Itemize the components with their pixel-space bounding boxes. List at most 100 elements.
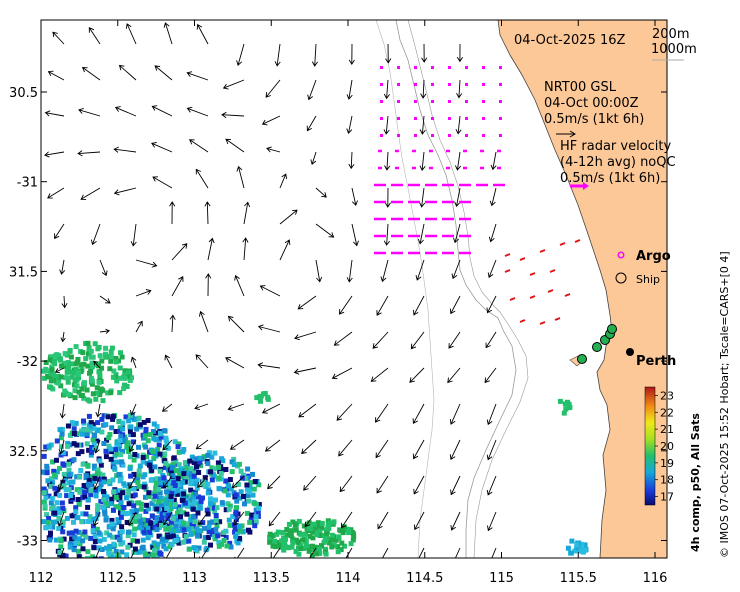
sst-pixel [125, 544, 131, 550]
float-markers [577, 324, 617, 364]
sst-pixel [84, 441, 90, 447]
sst-pixel [146, 490, 152, 496]
sst-pixel [226, 483, 231, 489]
sst-pixel [75, 451, 81, 457]
sst-pixel [223, 507, 229, 513]
current-arrow [279, 239, 291, 261]
sst-pixel [237, 495, 243, 501]
sst-pixel [165, 445, 171, 451]
sst-pixel [216, 543, 222, 549]
sst-pixel [85, 549, 91, 555]
sst-pixel [142, 551, 148, 557]
current-arrow [310, 151, 317, 165]
sst-pixel [85, 363, 91, 369]
sst-pixel [323, 546, 329, 552]
sst-pixel [108, 390, 114, 396]
sst-pixel [95, 511, 101, 517]
sst-pixel [58, 435, 64, 441]
sst-pixel [96, 476, 102, 482]
sst-pixel [165, 534, 171, 540]
sst-pixel [101, 479, 107, 485]
sst-pixel [103, 501, 109, 507]
current-arrow [419, 187, 426, 208]
contour-outer [375, 20, 435, 558]
sst-pixel [42, 503, 48, 509]
sst-pixel [202, 475, 208, 481]
sst-pixel [69, 361, 74, 367]
sst-pixel [303, 538, 309, 544]
hf-radar-point [397, 117, 400, 120]
sst-pixel [286, 544, 292, 550]
sst-pixel [142, 481, 148, 487]
sst-pixel [69, 513, 75, 519]
sst-pixel [183, 476, 189, 482]
sst-pixel [92, 534, 98, 539]
sst-pixel [162, 458, 168, 464]
sst-pixel [313, 525, 319, 531]
sst-pixel [153, 453, 159, 459]
current-arrow [309, 547, 317, 558]
sst-pixel [153, 480, 159, 486]
sst-pixel [59, 500, 65, 506]
sst-pixel [247, 489, 253, 495]
sst-pixel [44, 368, 50, 374]
sst-pixel [85, 496, 91, 502]
hf-radar-point [482, 134, 485, 137]
current-arrow [410, 331, 425, 350]
sst-pixel [221, 538, 227, 543]
sst-pixel [119, 549, 125, 555]
sst-pixel [237, 528, 243, 534]
sst-pixel [127, 466, 133, 472]
current-arrow [486, 295, 497, 314]
sst-pixel [96, 545, 102, 551]
sst-pixel [90, 363, 96, 369]
sst-pixel [239, 523, 245, 529]
sst-pixel [76, 389, 82, 395]
current-arrow [293, 367, 317, 375]
sst-pixel [117, 443, 123, 448]
sst-pixel [43, 444, 49, 450]
sst-pixel [117, 497, 123, 502]
sst-pixel [170, 464, 175, 470]
current-arrow [376, 295, 389, 316]
sst-pixel [219, 456, 225, 462]
ship-marker [592, 342, 602, 352]
sst-pixel [145, 526, 151, 531]
current-arrow [128, 439, 137, 453]
sst-pixel [103, 354, 109, 360]
sst-pixel [149, 467, 155, 473]
sst-pixel [212, 450, 218, 456]
x-tick-label: 112 [29, 571, 54, 586]
sst-pixel [250, 471, 255, 477]
current-arrow [151, 105, 173, 117]
current-arrow [484, 367, 497, 384]
sst-pixel [75, 515, 81, 521]
sst-pixel [171, 455, 177, 461]
sst-pixel [144, 454, 150, 460]
sst-pixel [54, 457, 59, 463]
sst-pixel [92, 539, 98, 544]
sst-pixel [135, 476, 141, 482]
sst-pixel [88, 375, 94, 381]
hf-radar-arrow-red [539, 321, 546, 325]
sst-pixel [67, 544, 73, 550]
hf-radar-subtitle: (4-12h avg) noQC [560, 155, 676, 170]
current-arrow [152, 176, 173, 189]
current-arrow [44, 110, 65, 117]
current-arrow [130, 356, 137, 369]
sst-pixel [208, 501, 213, 507]
sst-pixel [331, 519, 337, 525]
sst-pixel [341, 527, 347, 533]
sst-pixel [78, 362, 84, 368]
sst-pixel [109, 345, 115, 351]
sst-pixel [181, 471, 187, 477]
sst-pixel [200, 482, 206, 488]
sst-pixel [280, 540, 286, 546]
sst-pixel [153, 437, 159, 443]
sst-pixel [50, 524, 56, 530]
sst-pixel [136, 483, 142, 489]
sst-pixel [106, 550, 112, 556]
sst-pixel [231, 462, 237, 468]
sst-pixel [100, 472, 106, 478]
